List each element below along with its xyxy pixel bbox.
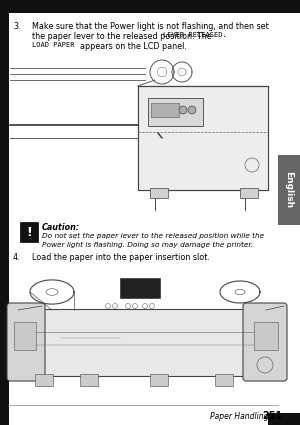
- Bar: [215, 374, 233, 386]
- Bar: [0, 0, 9, 425]
- Bar: [80, 374, 98, 386]
- Bar: [120, 278, 160, 298]
- Text: Make sure that the Power light is not flashing, and then set: Make sure that the Power light is not fl…: [32, 22, 269, 31]
- Bar: [240, 188, 258, 198]
- Text: English: English: [284, 171, 293, 209]
- Text: Do not set the paper lever to the released position while the: Do not set the paper lever to the releas…: [42, 233, 264, 239]
- Text: 3.: 3.: [13, 22, 20, 31]
- Bar: [150, 374, 168, 386]
- Circle shape: [188, 106, 196, 114]
- Bar: [254, 322, 278, 350]
- Bar: [278, 155, 300, 225]
- Text: the paper lever to the released position. The: the paper lever to the released position…: [32, 32, 212, 41]
- Bar: [150, 188, 168, 198]
- Bar: [148, 98, 203, 126]
- Bar: [268, 413, 300, 425]
- Bar: [0, 0, 300, 13]
- Circle shape: [179, 106, 187, 114]
- Text: Load the paper into the paper insertion slot.: Load the paper into the paper insertion …: [32, 253, 210, 262]
- Text: LEVER RELEASED.: LEVER RELEASED.: [163, 32, 227, 38]
- FancyBboxPatch shape: [243, 303, 287, 381]
- Bar: [20, 222, 38, 242]
- Text: Caution:: Caution:: [42, 223, 80, 232]
- FancyBboxPatch shape: [7, 303, 45, 381]
- Text: 251: 251: [262, 411, 282, 421]
- Text: !: !: [26, 226, 32, 238]
- Bar: [14, 322, 36, 350]
- Text: LOAD PAPER: LOAD PAPER: [32, 42, 74, 48]
- FancyBboxPatch shape: [17, 309, 267, 376]
- Text: appears on the LCD panel.: appears on the LCD panel.: [80, 42, 187, 51]
- Bar: [151, 103, 179, 117]
- Text: 4.: 4.: [13, 253, 20, 262]
- Bar: [35, 374, 53, 386]
- Text: Paper Handling: Paper Handling: [210, 412, 268, 421]
- Text: Power light is flashing. Doing so may damage the printer.: Power light is flashing. Doing so may da…: [42, 242, 253, 248]
